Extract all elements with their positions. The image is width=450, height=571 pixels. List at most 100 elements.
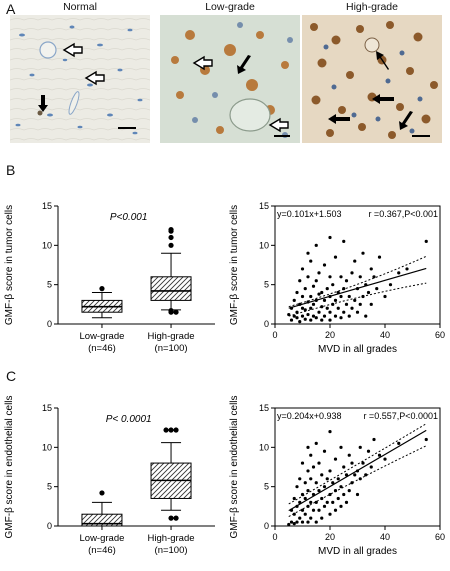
- box0-y-tick-label: 5: [47, 280, 52, 290]
- data-point: [325, 287, 329, 291]
- data-point: [328, 310, 332, 314]
- box2-y-tick-label: 5: [47, 482, 52, 492]
- data-point: [300, 520, 305, 524]
- x-category-label: High-grade: [148, 533, 195, 544]
- data-point: [347, 314, 351, 318]
- data-point: [292, 496, 296, 501]
- data-point: [325, 477, 329, 481]
- correlation-stat: r =0.557,P<0.0001: [363, 411, 438, 421]
- data-point: [300, 508, 305, 512]
- data-point: [314, 520, 318, 524]
- data-point: [314, 441, 318, 445]
- data-point: [328, 512, 332, 516]
- data-point: [311, 314, 316, 318]
- ci-band-upper: [288, 255, 427, 308]
- data-point: [339, 316, 343, 320]
- data-point: [331, 481, 335, 485]
- x-category-n: (n=100): [155, 343, 188, 354]
- plot-frame: [274, 407, 441, 527]
- scatter3-y-tick-label: 5: [264, 482, 269, 492]
- data-point: [355, 310, 360, 314]
- data-point: [339, 504, 343, 508]
- scatter1-y-axis-title: GMF-β score in tumor cells: [229, 205, 240, 325]
- data-point: [306, 312, 310, 317]
- p-value-label: P< 0.0001: [106, 414, 152, 425]
- data-point: [377, 255, 382, 259]
- data-point: [303, 512, 307, 516]
- data-point: [311, 284, 316, 288]
- data-point: [322, 449, 327, 453]
- outlier-point: [163, 427, 169, 433]
- data-point: [309, 500, 313, 504]
- data-point: [353, 473, 357, 477]
- data-point: [320, 516, 324, 520]
- scatter1-y-tick-label: 0: [264, 319, 269, 329]
- data-point: [424, 239, 428, 243]
- regression-equation: y=0.101x+1.503: [277, 209, 342, 219]
- data-point: [350, 271, 354, 275]
- outlier-point: [168, 427, 174, 433]
- plot-frame: [274, 205, 441, 325]
- data-point: [317, 508, 321, 512]
- box2-y-tick-label: 10: [42, 442, 52, 452]
- image-title-low-grade: Low-grade: [205, 1, 255, 13]
- data-point: [311, 302, 316, 306]
- box0-y-tick-label: 15: [42, 201, 52, 211]
- data-point: [358, 445, 362, 449]
- data-point: [300, 461, 305, 465]
- outlier-point: [99, 490, 105, 496]
- image-title-normal: Normal: [63, 1, 97, 13]
- data-point: [322, 314, 327, 318]
- data-point: [347, 294, 351, 299]
- data-point: [369, 465, 373, 469]
- data-point: [306, 520, 310, 524]
- scatter3-y-tick-label: 10: [259, 442, 269, 452]
- scatter1-y-tick-label: 5: [264, 280, 269, 290]
- data-point: [364, 314, 368, 318]
- outlier-point: [168, 234, 174, 241]
- data-point: [309, 516, 313, 520]
- x-tick-label: 20: [325, 330, 335, 340]
- outlier-point: [173, 309, 179, 315]
- data-point: [287, 522, 291, 527]
- outlier-point: [173, 515, 179, 521]
- data-point: [292, 522, 296, 526]
- x-category-label: Low-grade: [80, 533, 125, 544]
- data-point: [369, 267, 373, 271]
- data-point: [289, 318, 294, 322]
- data-point: [320, 290, 324, 295]
- x-tick-label: 60: [435, 532, 445, 542]
- data-point: [364, 473, 368, 477]
- regression-line: [288, 429, 427, 512]
- data-point: [320, 473, 324, 477]
- data-point: [309, 318, 313, 322]
- data-point: [287, 312, 291, 317]
- data-point: [311, 465, 316, 469]
- data-point: [295, 485, 299, 489]
- data-point: [361, 251, 365, 255]
- data-point: [328, 235, 332, 240]
- data-point: [344, 473, 349, 477]
- x-tick-label: 40: [380, 532, 390, 542]
- x-category-n: (n=46): [88, 545, 116, 556]
- tumor-box-plot: 0 5 10 15 GMF-β score in tumor cells Low-grad…: [4, 201, 215, 354]
- data-point: [353, 298, 357, 302]
- data-point: [306, 251, 310, 255]
- data-point: [350, 306, 354, 310]
- data-point: [339, 445, 343, 449]
- data-point: [342, 239, 346, 243]
- data-point: [366, 290, 371, 295]
- data-point: [328, 275, 332, 279]
- data-point: [325, 306, 329, 310]
- data-point: [328, 469, 332, 473]
- data-point: [353, 259, 357, 263]
- data-point: [295, 520, 299, 524]
- data-point: [322, 298, 327, 302]
- x-axis-title: MVD in all grades: [318, 344, 397, 355]
- data-point: [336, 496, 340, 501]
- data-point: [314, 500, 318, 504]
- data-point: [300, 267, 305, 271]
- box0-y-tick-label: 10: [42, 240, 52, 250]
- data-point: [333, 457, 338, 461]
- image-title-high-grade: High-grade: [346, 1, 398, 13]
